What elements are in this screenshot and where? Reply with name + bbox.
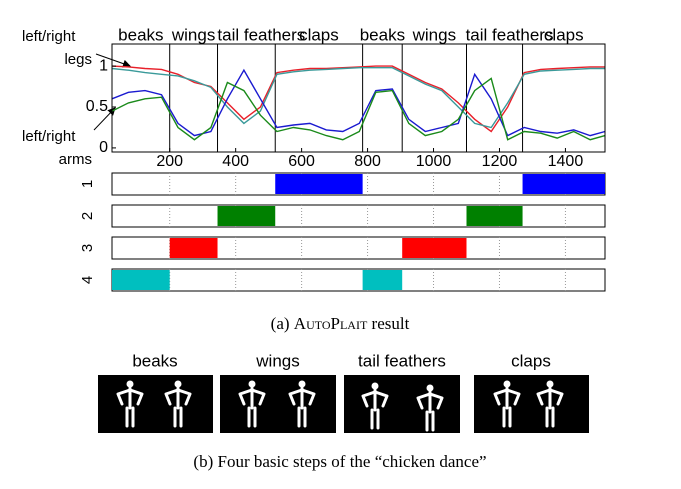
segment-label: claps [299,25,339,44]
regime-row [111,268,606,292]
annotation: arms [59,151,92,168]
regime-label: 4 [79,276,96,284]
regime-label: 3 [79,244,96,252]
image-panel [344,375,460,433]
series-line [111,68,606,137]
caption-name: AutoPlait [294,314,368,333]
annotation: left/right [22,128,76,145]
step-images [98,375,589,433]
caption-suffix: result [372,314,410,333]
annotation: legs [64,51,92,68]
regime-bar [169,238,218,258]
series-line [111,65,605,133]
step-label: wings [255,351,299,370]
image-panel [98,375,213,433]
regime-bar [466,206,523,226]
step-label: claps [511,351,551,370]
regime-label: 2 [79,212,96,220]
x-tick-label: 1400 [548,153,584,170]
y-tick-label: 0.5 [86,98,108,115]
annotations: left/right legs left/right arms [22,28,131,168]
y-tick-label: 0 [99,139,108,156]
segment-label: tail feathers [217,25,305,44]
image-panel [474,375,589,433]
step-label: tail feathers [358,351,446,370]
caption: (a) AutoPlait result [271,314,410,333]
x-tick-label: 800 [354,153,381,170]
regime-bar [362,270,403,290]
image-panel [220,375,336,433]
series-line [111,67,605,129]
regime-bar [275,174,363,194]
regime-bar [522,174,605,194]
arrow [95,53,131,68]
series-line [111,77,606,141]
regime-row [111,236,606,260]
x-tick-label: 200 [156,153,183,170]
segment-label: beaks [360,25,405,44]
segment-label: wings [412,25,456,44]
step-label: beaks [132,351,177,370]
regime-row [111,204,606,228]
x-tick-label: 1000 [416,153,452,170]
x-tick-label: 1200 [482,153,518,170]
segment-label: beaks [118,25,163,44]
regime-bar [402,238,467,258]
y-tick-label: 1 [99,57,108,74]
annotation: left/right [22,28,76,45]
regime-label: 1 [79,180,96,188]
segment-label: tail feathers [466,25,554,44]
segment-label: wings [171,25,215,44]
caption-prefix: (a) [271,314,290,333]
segment-label: claps [544,25,584,44]
regime-bar [217,206,276,226]
x-tick-label: 600 [288,153,315,170]
caption: (b) Four basic steps of the “chicken dan… [193,452,486,471]
regime-bar [112,270,170,290]
plot-frame [111,43,606,153]
x-tick-label: 400 [222,153,249,170]
